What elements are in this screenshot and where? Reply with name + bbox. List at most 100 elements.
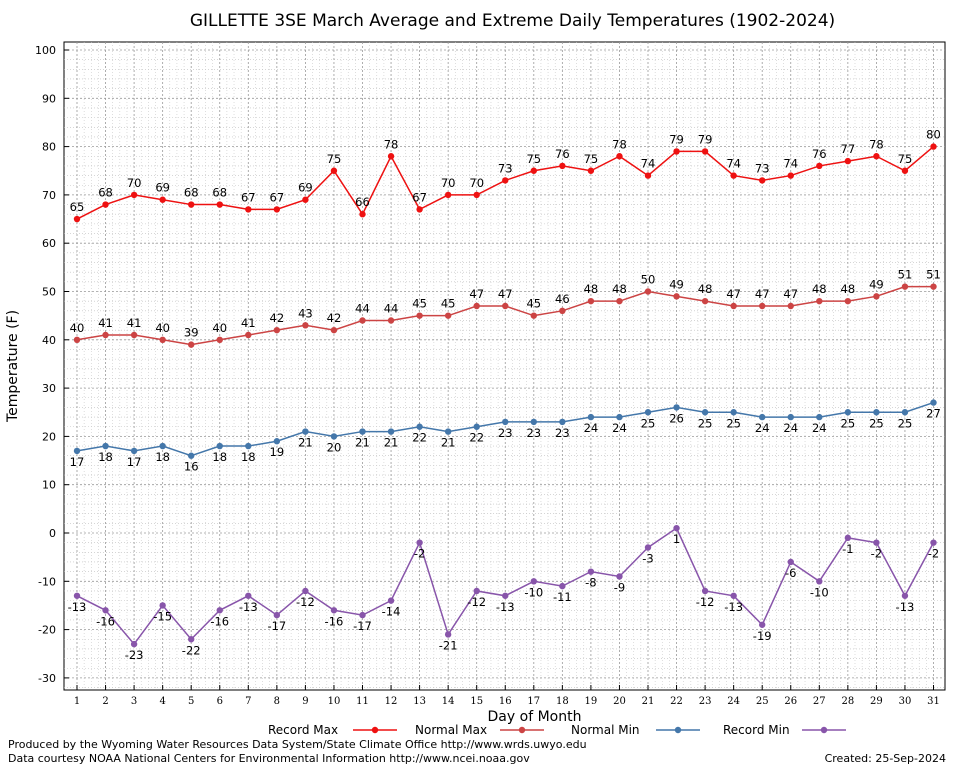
- data-label: 73: [755, 161, 770, 175]
- data-point: [159, 196, 166, 203]
- x-tick-label: 27: [813, 696, 826, 707]
- data-label: -13: [724, 600, 743, 614]
- data-point: [416, 539, 423, 546]
- data-point: [273, 438, 281, 445]
- data-label: 17: [70, 455, 85, 469]
- data-point: [816, 162, 823, 170]
- data-label: 22: [469, 431, 484, 445]
- data-label: -1: [842, 542, 853, 556]
- data-label: -13: [68, 600, 87, 614]
- data-point: [873, 409, 880, 416]
- data-point: [444, 428, 452, 435]
- data-label: 23: [498, 426, 513, 440]
- data-label: 23: [555, 426, 570, 440]
- data-point: [759, 302, 766, 310]
- data-point: [330, 433, 338, 440]
- data-label: 67: [412, 190, 427, 204]
- data-point: [616, 573, 623, 580]
- data-label: -15: [153, 609, 172, 623]
- data-point: [901, 167, 909, 174]
- data-label: 24: [812, 421, 827, 435]
- legend-item-record-min: Record Min: [723, 723, 846, 737]
- data-label: 75: [898, 152, 913, 166]
- data-label: -16: [210, 614, 229, 628]
- data-label: -2: [414, 547, 425, 561]
- data-point: [644, 409, 652, 416]
- data-label: 79: [698, 132, 713, 146]
- y-tick-label: 100: [35, 44, 56, 57]
- data-point: [416, 312, 423, 319]
- data-label: 41: [98, 316, 113, 330]
- data-point: [359, 211, 366, 218]
- data-label: -12: [467, 595, 486, 609]
- data-label: -16: [96, 614, 115, 628]
- data-point: [273, 206, 281, 213]
- data-label: 65: [70, 200, 85, 214]
- data-label: 45: [526, 297, 541, 311]
- data-label: 79: [669, 132, 684, 146]
- x-tick-label: 21: [642, 696, 655, 707]
- legend-item-record-max: Record Max: [268, 723, 397, 737]
- data-label: 45: [412, 297, 427, 311]
- data-point: [188, 636, 195, 643]
- data-point: [359, 317, 366, 324]
- data-label: -10: [810, 585, 829, 599]
- data-point: [102, 331, 109, 339]
- data-label: 50: [641, 273, 656, 287]
- credit-produced-by: Produced by the Wyoming Water Resources …: [8, 738, 587, 751]
- data-point: [673, 293, 680, 300]
- data-label: -2: [928, 547, 939, 561]
- legend-item-normal-min: Normal Min: [571, 723, 700, 737]
- x-tick-label: 20: [613, 696, 626, 707]
- data-point: [245, 592, 252, 599]
- data-label: 48: [698, 282, 713, 296]
- x-tick-label: 10: [328, 696, 341, 707]
- data-label: -2: [871, 547, 882, 561]
- data-point: [387, 153, 395, 160]
- data-point: [816, 578, 823, 585]
- data-point: [901, 409, 909, 416]
- data-label: -6: [785, 566, 796, 580]
- data-label: 69: [155, 181, 170, 195]
- data-label: 68: [184, 186, 199, 200]
- data-label: 24: [755, 421, 770, 435]
- created-date: Created: 25-Sep-2024: [824, 752, 946, 765]
- data-point: [730, 172, 737, 179]
- data-point: [502, 418, 509, 426]
- data-point: [787, 413, 794, 421]
- data-point: [330, 607, 338, 614]
- y-tick-label: 60: [42, 237, 56, 250]
- data-point: [844, 297, 852, 305]
- data-point: [844, 409, 852, 416]
- data-label: -19: [753, 629, 772, 643]
- data-label: 18: [241, 450, 256, 464]
- data-point: [530, 578, 537, 585]
- data-label: 42: [270, 311, 285, 325]
- data-point: [730, 592, 737, 599]
- data-point: [701, 587, 709, 595]
- data-label: 75: [584, 152, 599, 166]
- data-point: [816, 297, 823, 305]
- y-tick-label: 20: [42, 430, 56, 443]
- data-point: [616, 413, 623, 421]
- data-label: 20: [327, 440, 342, 454]
- credit-data-courtesy: Data courtesy NOAA National Centers for …: [8, 752, 530, 765]
- data-point: [216, 442, 223, 450]
- data-label: 68: [212, 186, 227, 200]
- data-label: 70: [441, 176, 456, 190]
- data-label: 49: [869, 277, 884, 291]
- data-label: 21: [355, 436, 370, 450]
- x-tick-label: 19: [585, 696, 598, 707]
- x-tick-label: 30: [899, 696, 912, 707]
- data-label: 73: [498, 161, 513, 175]
- data-label: 17: [127, 455, 142, 469]
- data-point: [502, 302, 509, 310]
- data-label: 47: [469, 287, 484, 301]
- data-label: 47: [498, 287, 513, 301]
- data-point: [302, 196, 309, 203]
- data-label: 27: [926, 407, 941, 421]
- data-label: 18: [155, 450, 170, 464]
- data-point: [473, 302, 480, 310]
- data-point: [701, 148, 709, 155]
- data-point: [587, 413, 595, 421]
